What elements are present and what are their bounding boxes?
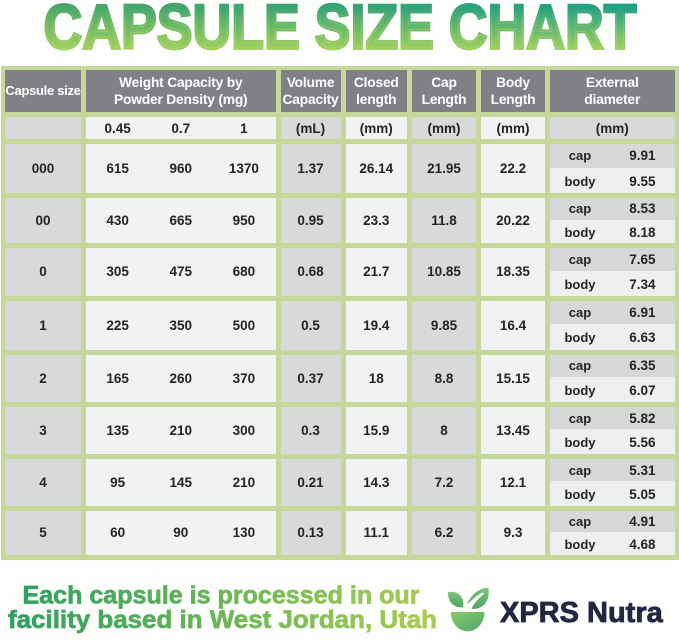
svg-text:CAPSULE SIZE CHART: CAPSULE SIZE CHART	[44, 0, 637, 62]
svg-text:facility based in West Jordan,: facility based in West Jordan, Utah	[8, 606, 437, 634]
svg-text:Each capsule is processed in o: Each capsule is processed in our	[23, 582, 420, 610]
svg-text:XPRS Nutra: XPRS Nutra	[500, 597, 664, 629]
svg-text:CAPSULE SIZE CHART: CAPSULE SIZE CHART	[44, 0, 637, 62]
